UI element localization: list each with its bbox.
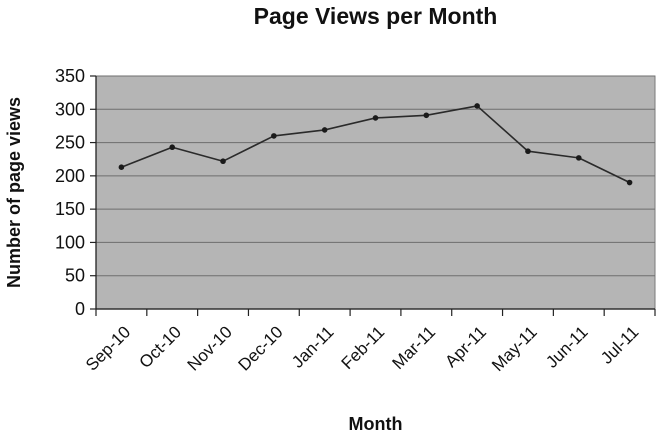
data-point [474,103,480,109]
chart-title: Page Views per Month [254,3,498,29]
x-tick-label: Dec-10 [234,322,286,374]
data-point [118,164,125,171]
data-point [169,144,176,151]
y-tick-label: 300 [55,99,85,119]
data-point [626,179,633,186]
plot-area [95,75,656,310]
y-axis-title: Number of page views [4,97,24,288]
x-tick-label: Mar-11 [389,322,440,373]
y-tick-label: 100 [55,232,85,252]
line-series [118,103,633,186]
x-tick-label: Apr-11 [441,322,490,371]
x-tick-label: May-11 [488,322,541,375]
x-tick-label: Oct-10 [136,322,186,372]
data-point [525,148,531,155]
y-tick-label: 350 [55,66,85,86]
x-tick-label: Nov-10 [184,322,236,374]
data-point [321,127,328,133]
data-point [372,115,379,121]
x-tick-label: Jun-11 [542,322,591,371]
x-tick-label: Feb-11 [338,322,389,373]
y-tick-label: 0 [75,299,85,319]
y-tick-label: 150 [55,199,85,219]
x-tick-label: Jul-11 [597,322,642,367]
x-tick-label: Jan-11 [288,322,337,371]
x-tick-label: Sep-10 [82,322,134,374]
data-point [575,155,582,161]
y-tick-label: 50 [65,266,85,286]
data-point [423,112,430,119]
y-tick-label: 200 [55,166,85,186]
data-point [271,133,277,139]
y-tick-label: 250 [55,133,85,153]
data-point [220,158,226,165]
x-axis-title: Month [349,414,403,434]
axes [90,75,656,316]
